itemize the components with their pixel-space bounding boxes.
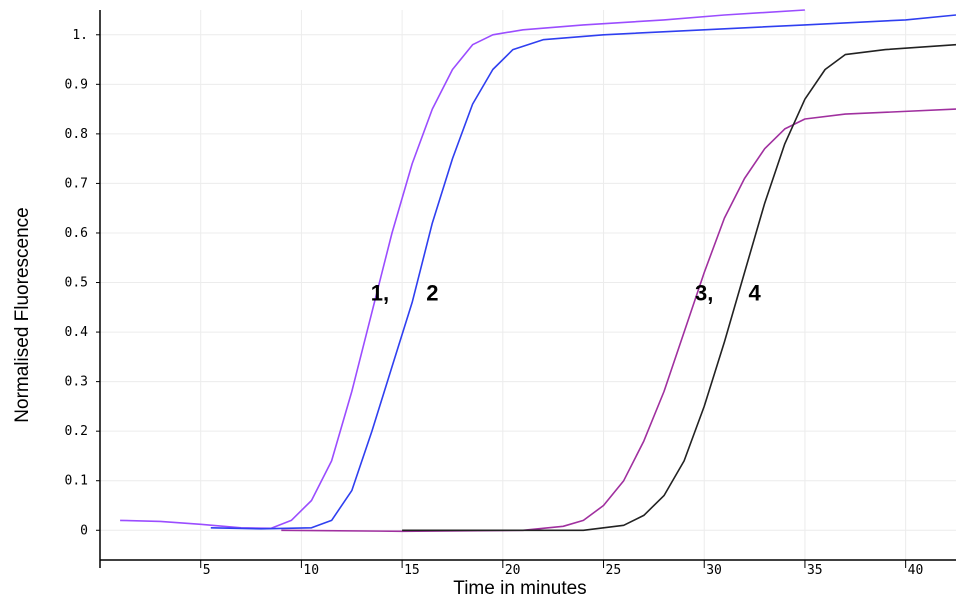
y-tick-label: 0 [80, 523, 88, 538]
y-tick-label: 0.6 [65, 226, 88, 241]
curve-label-4: 4 [748, 280, 761, 305]
y-tick-label: 0.1 [65, 474, 88, 489]
y-tick-label: 0.2 [65, 424, 88, 439]
axes [99, 10, 956, 568]
x-tick-label: 25 [606, 563, 622, 578]
grid-lines [100, 10, 956, 560]
curve-label-3: 3, [695, 280, 713, 305]
tick-labels: 0 0.1 0.2 0.3 0.4 0.5 0.6 0.7 0.8 0.9 1. 5 10 15 20 25 3… [65, 28, 924, 578]
data-series [120, 9, 956, 533]
series-line-2 [210, 14, 956, 530]
x-tick-label: 30 [706, 563, 722, 578]
x-tick-label: 10 [303, 563, 319, 578]
x-tick-label: 20 [505, 563, 521, 578]
y-tick-label: 0.5 [65, 276, 88, 291]
curve-annotations: 1, 2 3, 4 [371, 280, 762, 305]
series-line-4 [402, 43, 956, 532]
y-tick-label: 0.8 [65, 127, 88, 142]
curve-label-1: 1, [371, 280, 389, 305]
y-axis-title: Normalised Fluorescence [12, 207, 33, 422]
x-axis-title: Time in minutes [453, 578, 586, 599]
x-tick-label: 15 [404, 563, 420, 578]
series-line-1 [120, 9, 805, 530]
y-tick-label: 0.7 [65, 176, 88, 191]
y-tick-label: 0.4 [65, 325, 89, 340]
x-tick-label: 40 [908, 563, 924, 578]
y-tick-label: 0.3 [65, 375, 88, 390]
y-tick-label: 0.9 [65, 77, 88, 92]
x-tick-label: 35 [807, 563, 823, 578]
x-tick-label: 5 [203, 563, 211, 578]
series-line-3 [281, 108, 956, 533]
curve-label-2: 2 [426, 280, 438, 305]
y-tick-label: 1. [72, 28, 88, 43]
